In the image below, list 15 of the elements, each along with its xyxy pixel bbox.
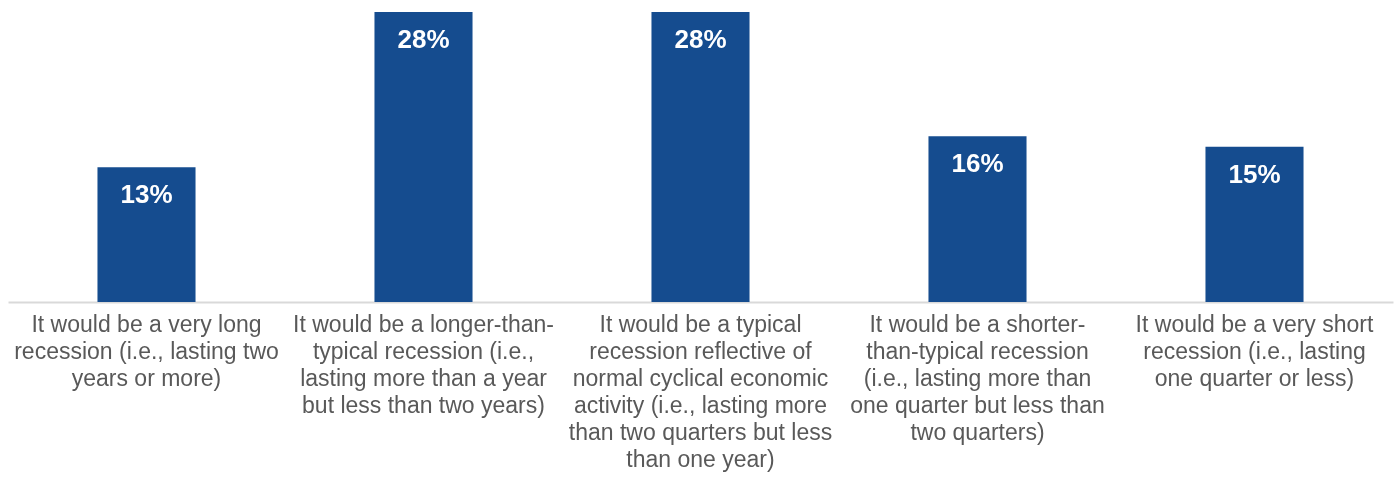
bar [374, 12, 473, 302]
bar [928, 136, 1027, 302]
bar [1205, 146, 1304, 302]
x-tick-label: It would be a longer-than-typical recession (i.e., lasting more than a year but less than two years) [293, 310, 554, 418]
data-label: 15% [1228, 158, 1281, 189]
x-tick-label: It would be a shorter-than-typical recession (i.e., lasting more than one quarter but less than two quarters) [850, 310, 1105, 445]
bar [651, 12, 750, 302]
x-tick-label: It would be a very long recession (i.e., lasting two years or more) [14, 310, 279, 391]
data-label: 28% [397, 24, 450, 54]
x-tick-label: It would be a typical recession reflective of normal cyclical economic activity (i.e., lasting more than two quarters but less than one year) [568, 310, 833, 472]
bar [97, 167, 196, 302]
x-tick-label: It would be a very short recession (i.e., lasting one quarter or less) [1135, 310, 1374, 391]
data-label: 13% [120, 179, 173, 210]
data-label: 28% [674, 24, 727, 54]
data-label: 16% [951, 148, 1004, 179]
